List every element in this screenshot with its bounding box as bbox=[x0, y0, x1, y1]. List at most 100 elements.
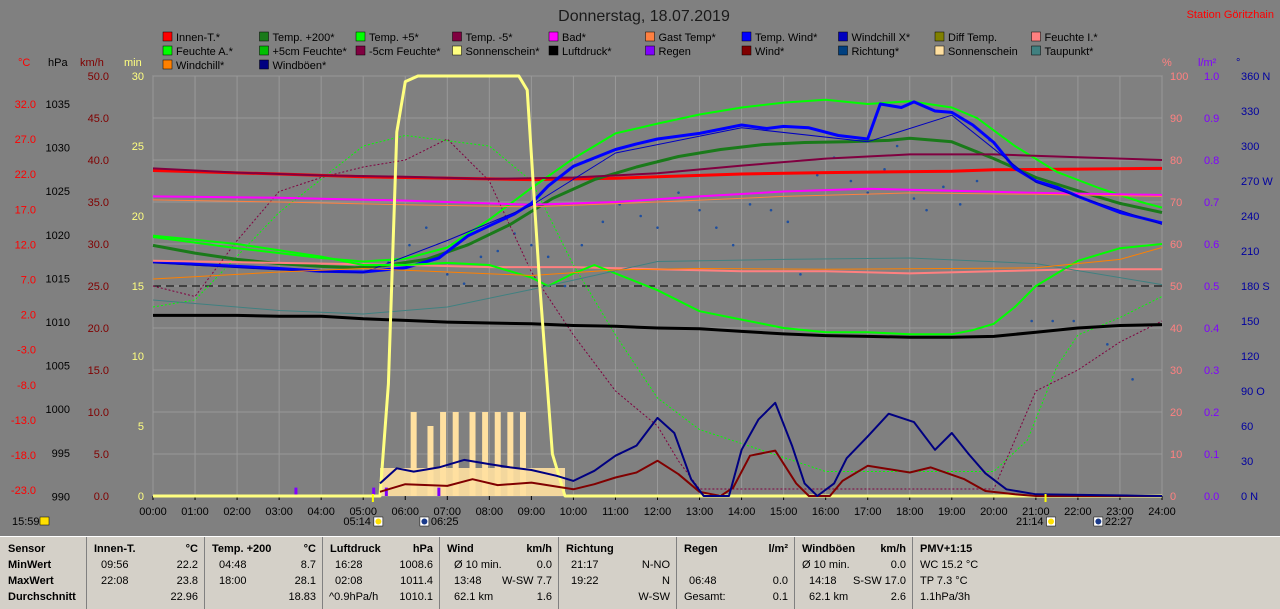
stats-wind-distance: 62.1 km bbox=[454, 591, 494, 603]
stats-boeen-avg10-label: Ø 10 min. bbox=[802, 559, 850, 571]
x-tick-label: 19:00 bbox=[938, 506, 966, 518]
stats-innen-max-time: 22:08 bbox=[101, 575, 129, 587]
direction-point bbox=[975, 179, 979, 183]
series-line-feuchte-a bbox=[152, 234, 1163, 336]
chart-title: Donnerstag, 18.07.2019 bbox=[558, 8, 730, 25]
legend-label-innen-t: Innen-T.* bbox=[176, 32, 221, 44]
x-tick-label: 12:00 bbox=[644, 506, 672, 518]
legend-label-richtung: Richtung* bbox=[852, 46, 900, 58]
legend-swatch-richtung bbox=[838, 45, 848, 56]
y-tick-percent: 80 bbox=[1170, 155, 1182, 167]
direction-point bbox=[546, 255, 550, 259]
series-line-sonnenschein bbox=[153, 74, 1162, 498]
direction-point bbox=[769, 208, 773, 212]
sun-event-glyph-moon bbox=[421, 518, 428, 525]
stats-boeen-max-value: 17.0 bbox=[884, 575, 906, 587]
y-tick-percent: 20 bbox=[1170, 407, 1182, 419]
series-line-windchill bbox=[152, 247, 1163, 280]
legend-label-wind: Wind* bbox=[755, 46, 785, 58]
legend-label-temp-wind: Temp. Wind* bbox=[755, 32, 818, 44]
x-tick-label: 17:00 bbox=[854, 506, 882, 518]
x-tick-label: 09:00 bbox=[518, 506, 546, 518]
stats-richtung-avg-value: W-SW bbox=[638, 591, 670, 603]
legend-swatch-temp-5 bbox=[355, 31, 366, 42]
stats-panel: Sensor MinWert MaxWert Durchschnitt Inne… bbox=[0, 536, 1280, 609]
sun-event-time-moon: 06:25 bbox=[431, 516, 459, 528]
y-tick-radiation: 0.8 bbox=[1204, 155, 1219, 167]
stats-wind-unit: km/h bbox=[526, 543, 552, 555]
stats-regen-max-value: 0.0 bbox=[772, 575, 788, 587]
x-tick-label: 11:00 bbox=[602, 506, 629, 518]
series-line-windchill-x bbox=[152, 114, 1163, 274]
direction-point bbox=[445, 273, 449, 276]
direction-point bbox=[942, 185, 945, 189]
station-name: Station Göritzhain bbox=[1187, 9, 1274, 21]
direction-point bbox=[530, 243, 533, 247]
direction-point bbox=[1106, 343, 1109, 346]
legend-label-windchill-x: Windchill X* bbox=[852, 32, 911, 44]
radiation-axis-header: l/m² bbox=[1198, 57, 1217, 69]
temp-axis-header: °C bbox=[18, 57, 30, 69]
stats-boeen-max-time: 14:18 bbox=[809, 575, 837, 587]
x-tick-label: 02:00 bbox=[223, 506, 251, 518]
y-tick-percent: 0 bbox=[1170, 491, 1176, 503]
y-tick-direction: 300 bbox=[1241, 141, 1259, 153]
stats-sensor-header: Sensor bbox=[8, 543, 46, 555]
stats-boeen-avg10-value: 0.0 bbox=[890, 559, 906, 571]
sunshine-bar bbox=[440, 412, 447, 496]
dotted-series-temp-5-dotted bbox=[152, 138, 1163, 490]
y-tick-direction: 210 bbox=[1241, 246, 1259, 258]
legend-label-regen: Regen bbox=[659, 46, 691, 58]
y-tick-pressure: 1015 bbox=[46, 273, 70, 285]
stats-innen-min-value: 22.2 bbox=[176, 559, 198, 571]
y-tick-wind: 40.0 bbox=[88, 155, 109, 167]
sun-event-time-moon: 22:27 bbox=[1105, 516, 1133, 528]
y-tick-direction: 270 W bbox=[1241, 176, 1273, 188]
legend-swatch-temp-wind bbox=[741, 31, 752, 42]
stats-pmv-header: PMV+1:15 bbox=[920, 543, 973, 555]
x-tick-label: 01:00 bbox=[181, 506, 209, 518]
y-tick-percent: 50 bbox=[1170, 281, 1182, 293]
y-tick-radiation: 0.3 bbox=[1204, 365, 1219, 377]
y-tick-percent: 60 bbox=[1170, 239, 1182, 251]
rain-bar bbox=[384, 487, 388, 496]
direction-point bbox=[580, 243, 584, 247]
stats-innen-min-time: 09:56 bbox=[101, 559, 129, 571]
direction-point bbox=[925, 208, 928, 212]
y-tick-temp: -23.0 bbox=[11, 485, 36, 497]
y-tick-direction: 0 N bbox=[1241, 491, 1258, 503]
series-line-bad bbox=[152, 187, 1163, 206]
legend-swatch-temp-5 bbox=[452, 31, 462, 42]
stats-col-temp200: Temp. +200 °C 04:48 8.7 18:00 28.1 18.83 bbox=[205, 537, 323, 609]
legend-label-luftdruck: Luftdruck* bbox=[562, 46, 612, 58]
stats-regen-total-value: 0.1 bbox=[772, 591, 788, 603]
weather-chart: Donnerstag, 18.07.2019 Station Göritzhai… bbox=[10, 8, 1274, 528]
y-tick-sun: 10 bbox=[132, 351, 144, 363]
direction-point bbox=[408, 243, 411, 247]
stats-temp200-unit: °C bbox=[303, 543, 316, 555]
series-line-taupunkt bbox=[152, 257, 1163, 315]
direction-point bbox=[815, 173, 819, 177]
legend-swatch-sonnenschein bbox=[934, 45, 945, 56]
legend-label-feuchte-i: Feuchte I.* bbox=[1045, 32, 1099, 44]
stats-col-innen: Innen-T. °C 09:56 22.2 22:08 23.8 22.96 bbox=[87, 537, 205, 609]
stats-temp200-min-time: 04:48 bbox=[219, 559, 247, 571]
legend-swatch-wind bbox=[741, 45, 752, 56]
sun-event-time-sunset: 21:14 bbox=[1016, 516, 1044, 528]
direction-point bbox=[479, 255, 483, 259]
stats-luftdruck-max-value: 1011.4 bbox=[400, 575, 433, 587]
x-tick-label: 21:00 bbox=[1022, 506, 1050, 518]
direction-point bbox=[1030, 319, 1033, 323]
sun-event-glyph-moon bbox=[1095, 518, 1102, 525]
y-tick-direction: 120 bbox=[1241, 351, 1259, 363]
stats-luftdruck-header: Luftdruck bbox=[330, 543, 381, 555]
stats-boeen-max-dir: S-SW bbox=[853, 575, 882, 587]
direction-point bbox=[1072, 319, 1076, 323]
legend-swatch-taupunkt bbox=[1031, 45, 1041, 56]
x-tick-label: 24:00 bbox=[1148, 506, 1176, 518]
rain-bar bbox=[437, 487, 441, 496]
x-tick-label: 13:00 bbox=[686, 506, 714, 518]
stats-col-regen: Regen l/m² 06:48 0.0 Gesamt: 0.1 bbox=[677, 537, 795, 609]
x-tick-label: 16:00 bbox=[812, 506, 840, 518]
y-tick-wind: 30.0 bbox=[88, 239, 109, 251]
